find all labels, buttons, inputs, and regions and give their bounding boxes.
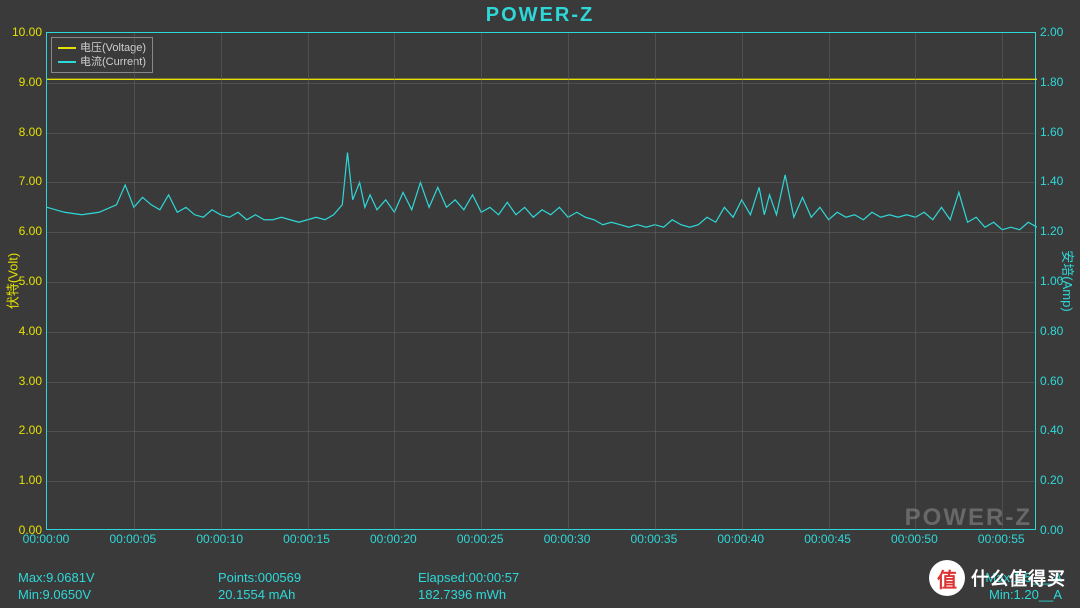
badge-circle-icon: 值: [929, 560, 965, 596]
tick-label: 00:00:15: [283, 532, 330, 546]
tick-label: 00:00:00: [23, 532, 70, 546]
status-mwh: 182.7396 mWh: [418, 587, 902, 602]
tick-label: 3.00: [19, 374, 42, 388]
tick-label: 10.00: [12, 25, 42, 39]
tick-label: 4.00: [19, 324, 42, 338]
tick-label: 6.00: [19, 224, 42, 238]
tick-label: 1.60: [1040, 125, 1063, 139]
tick-label: 1.80: [1040, 75, 1063, 89]
tick-label: 00:00:10: [196, 532, 243, 546]
status-mah: 20.1554 mAh: [218, 587, 418, 602]
tick-label: 7.00: [19, 174, 42, 188]
tick-label: 1.00: [1040, 274, 1063, 288]
tick-label: 5.00: [19, 274, 42, 288]
tick-label: 00:00:25: [457, 532, 504, 546]
tick-label: 1.40: [1040, 174, 1063, 188]
tick-label: 00:00:55: [978, 532, 1025, 546]
status-bar: Max:9.0681V Points:000569 Elapsed:00:00:…: [0, 570, 1080, 602]
tick-label: 0.00: [1040, 523, 1063, 537]
status-max-voltage: Max:9.0681V: [18, 570, 218, 585]
tick-label: 0.20: [1040, 473, 1063, 487]
tick-label: 00:00:30: [544, 532, 591, 546]
chart-title: POWER-Z: [0, 4, 1080, 27]
badge-label: 什么值得买: [971, 565, 1066, 591]
tick-label: 0.80: [1040, 324, 1063, 338]
tick-label: 00:00:45: [804, 532, 851, 546]
status-points: Points:000569: [218, 570, 418, 585]
tick-label: 00:00:35: [631, 532, 678, 546]
tick-label: 9.00: [19, 75, 42, 89]
tick-label: 1.00: [19, 473, 42, 487]
tick-label: 1.20: [1040, 224, 1063, 238]
tick-label: 00:00:50: [891, 532, 938, 546]
watermark-badge: 值 什么值得买: [929, 560, 1066, 596]
tick-label: 2.00: [1040, 25, 1063, 39]
status-min-voltage: Min:9.0650V: [18, 587, 218, 602]
tick-label: 0.40: [1040, 423, 1063, 437]
watermark-text: POWER-Z: [905, 504, 1032, 532]
tick-label: 00:00:40: [717, 532, 764, 546]
plot-area: 电压(Voltage)电流(Current): [46, 32, 1036, 530]
tick-label: 00:00:05: [109, 532, 156, 546]
tick-label: 8.00: [19, 125, 42, 139]
tick-label: 2.00: [19, 423, 42, 437]
status-elapsed: Elapsed:00:00:57: [418, 570, 902, 585]
tick-label: 00:00:20: [370, 532, 417, 546]
tick-label: 0.60: [1040, 374, 1063, 388]
